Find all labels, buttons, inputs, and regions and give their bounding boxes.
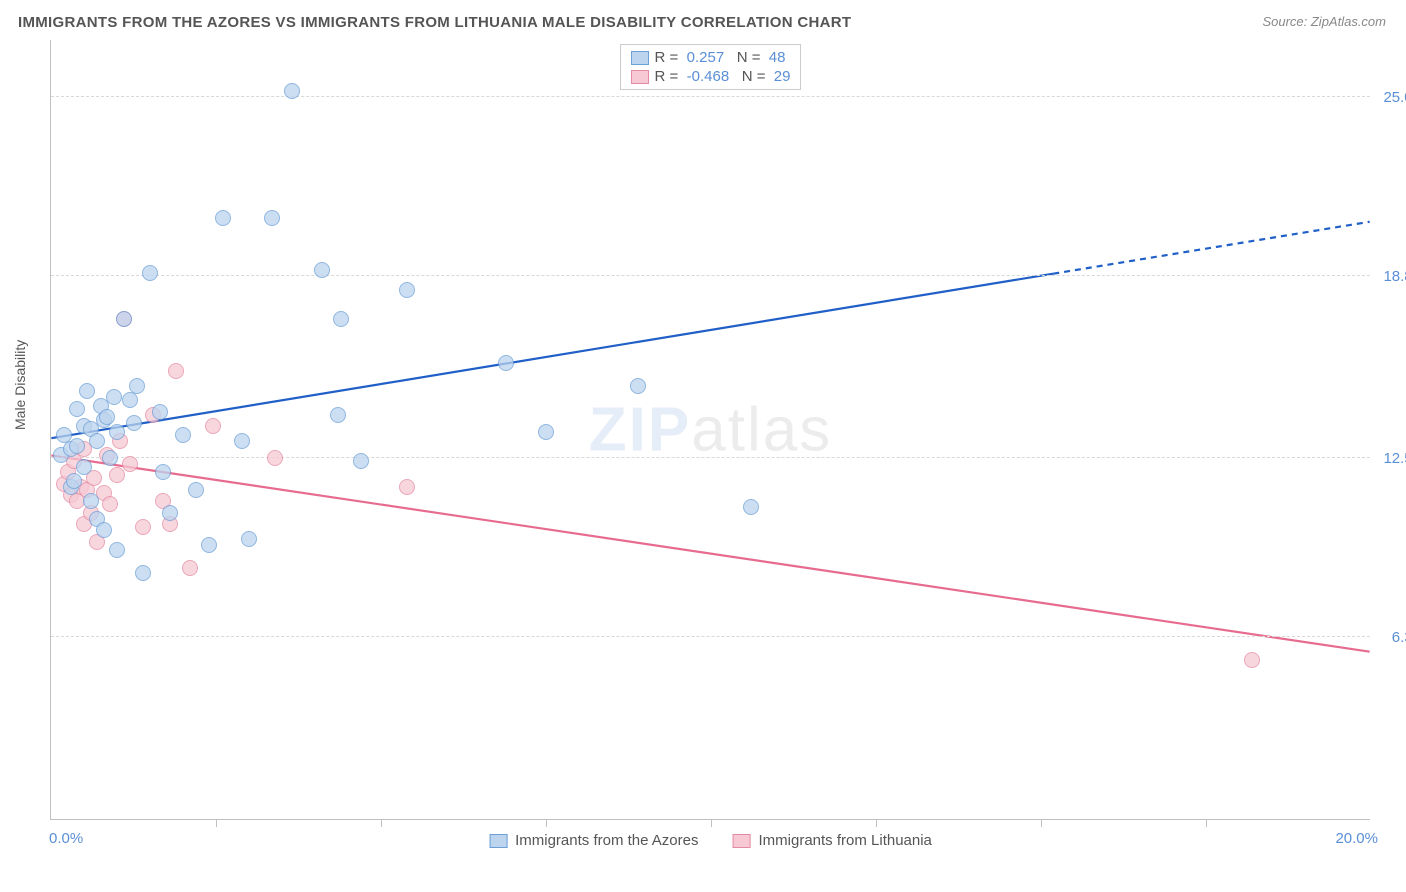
- scatter-point-azores: [264, 210, 280, 226]
- legend-series-item: Immigrants from Lithuania: [733, 832, 932, 849]
- scatter-point-azores: [126, 415, 142, 431]
- scatter-point-azores: [353, 453, 369, 469]
- scatter-point-lithuania: [135, 519, 151, 535]
- legend-swatch: [733, 834, 751, 848]
- legend-series-label: Immigrants from Lithuania: [759, 832, 932, 849]
- x-tick: [1041, 819, 1042, 827]
- scatter-point-azores: [116, 311, 132, 327]
- scatter-point-azores: [241, 531, 257, 547]
- trendline-azores: [51, 274, 1053, 438]
- x-tick: [1206, 819, 1207, 827]
- scatter-point-azores: [89, 433, 105, 449]
- scatter-point-lithuania: [205, 418, 221, 434]
- scatter-point-azores: [135, 565, 151, 581]
- scatter-point-azores: [175, 427, 191, 443]
- scatter-point-azores: [76, 459, 92, 475]
- scatter-point-azores: [129, 378, 145, 394]
- y-axis-label: Male Disability: [12, 340, 28, 430]
- scatter-point-azores: [314, 262, 330, 278]
- scatter-point-azores: [498, 355, 514, 371]
- plot-area: ZIPatlas R = 0.257 N = 48 R = -0.468 N = …: [50, 40, 1370, 820]
- scatter-point-lithuania: [267, 450, 283, 466]
- legend-correlation-row: R = 0.257 N = 48: [621, 48, 801, 67]
- scatter-point-azores: [96, 522, 112, 538]
- scatter-point-lithuania: [109, 467, 125, 483]
- scatter-point-azores: [162, 505, 178, 521]
- scatter-point-azores: [201, 537, 217, 553]
- scatter-point-azores: [188, 482, 204, 498]
- y-tick-label: 6.3%: [1376, 629, 1406, 646]
- x-tick: [876, 819, 877, 827]
- legend-swatch: [489, 834, 507, 848]
- scatter-point-azores: [215, 210, 231, 226]
- scatter-point-azores: [99, 409, 115, 425]
- scatter-point-lithuania: [182, 560, 198, 576]
- scatter-point-lithuania: [168, 363, 184, 379]
- scatter-point-azores: [122, 392, 138, 408]
- gridline-horizontal: [51, 275, 1370, 276]
- scatter-point-lithuania: [122, 456, 138, 472]
- scatter-point-azores: [152, 404, 168, 420]
- legend-series-label: Immigrants from the Azores: [515, 832, 698, 849]
- scatter-point-azores: [743, 499, 759, 515]
- gridline-horizontal: [51, 96, 1370, 97]
- scatter-point-azores: [66, 473, 82, 489]
- scatter-point-azores: [69, 401, 85, 417]
- legend-series: Immigrants from the Azores Immigrants fro…: [489, 832, 932, 849]
- scatter-point-azores: [109, 542, 125, 558]
- legend-swatch: [631, 51, 649, 65]
- y-tick-label: 12.5%: [1376, 450, 1406, 467]
- scatter-point-azores: [106, 389, 122, 405]
- watermark: ZIPatlas: [589, 394, 832, 465]
- x-tick: [216, 819, 217, 827]
- chart-title: IMMIGRANTS FROM THE AZORES VS IMMIGRANTS…: [18, 14, 851, 31]
- scatter-point-azores: [330, 407, 346, 423]
- scatter-point-azores: [109, 424, 125, 440]
- y-tick-label: 25.0%: [1376, 89, 1406, 106]
- gridline-horizontal: [51, 457, 1370, 458]
- scatter-point-azores: [83, 493, 99, 509]
- scatter-point-lithuania: [102, 496, 118, 512]
- legend-r-text: R = 0.257 N = 48: [655, 49, 786, 66]
- x-tick: [546, 819, 547, 827]
- legend-series-item: Immigrants from the Azores: [489, 832, 698, 849]
- scatter-point-azores: [538, 424, 554, 440]
- x-axis-max-label: 20.0%: [1335, 830, 1378, 847]
- watermark-zip: ZIP: [589, 395, 691, 464]
- x-tick: [711, 819, 712, 827]
- scatter-point-azores: [79, 383, 95, 399]
- scatter-point-azores: [630, 378, 646, 394]
- trend-lines-svg: [51, 40, 1370, 819]
- source-prefix: Source:: [1262, 14, 1310, 29]
- scatter-point-azores: [399, 282, 415, 298]
- scatter-point-azores: [142, 265, 158, 281]
- legend-correlation: R = 0.257 N = 48 R = -0.468 N = 29: [620, 44, 802, 90]
- x-tick: [381, 819, 382, 827]
- gridline-horizontal: [51, 636, 1370, 637]
- y-tick-label: 18.8%: [1376, 268, 1406, 285]
- legend-r-text: R = -0.468 N = 29: [655, 68, 791, 85]
- scatter-point-lithuania: [399, 479, 415, 495]
- chart-source: Source: ZipAtlas.com: [1262, 14, 1386, 29]
- trendline-lithuania: [51, 455, 1369, 651]
- legend-swatch: [631, 70, 649, 84]
- scatter-point-lithuania: [1244, 652, 1260, 668]
- source-name: ZipAtlas.com: [1311, 14, 1386, 29]
- legend-correlation-row: R = -0.468 N = 29: [621, 67, 801, 86]
- watermark-atlas: atlas: [691, 395, 832, 464]
- scatter-point-azores: [284, 83, 300, 99]
- x-axis-min-label: 0.0%: [49, 830, 83, 847]
- trendline-azores-extrapolated: [1053, 222, 1369, 274]
- scatter-point-azores: [69, 438, 85, 454]
- scatter-point-azores: [155, 464, 171, 480]
- scatter-point-azores: [102, 450, 118, 466]
- scatter-point-azores: [333, 311, 349, 327]
- scatter-point-azores: [234, 433, 250, 449]
